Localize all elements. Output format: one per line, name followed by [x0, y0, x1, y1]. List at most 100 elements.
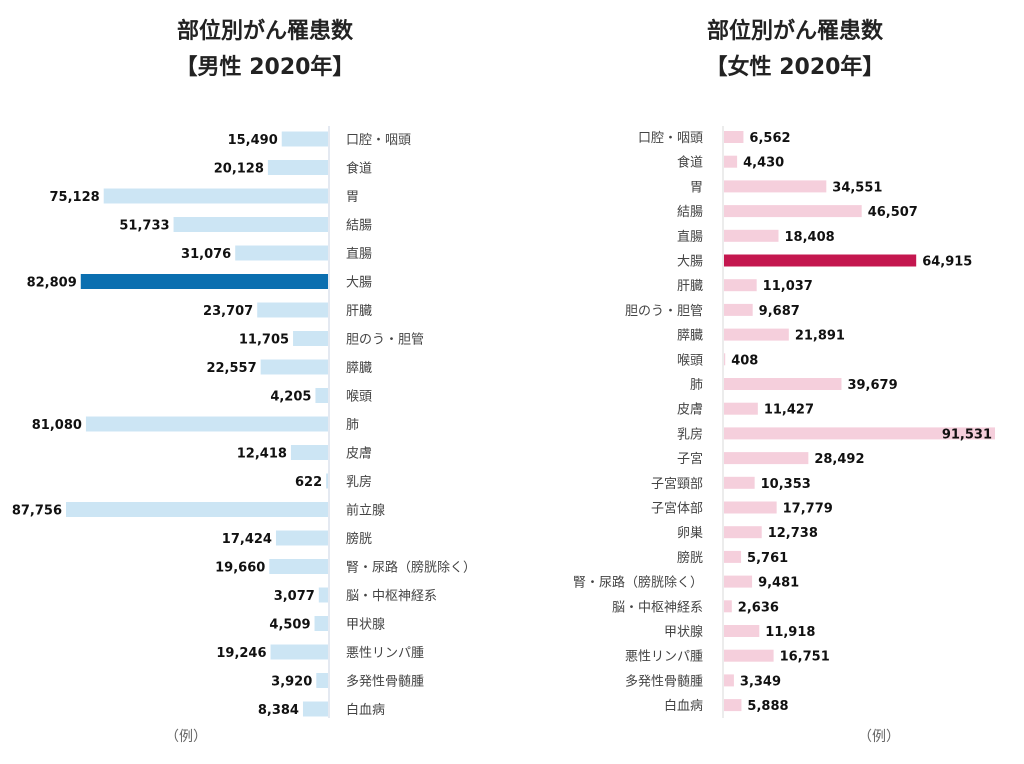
men-bar — [260, 359, 328, 375]
women-chart-title: 部位別がん罹患数 【女性 2020年】 — [630, 14, 960, 86]
men-value-label: 23,707 — [203, 304, 253, 319]
women-value-label: 2,636 — [738, 600, 779, 615]
women-note: （例） — [858, 729, 900, 745]
men-bar — [85, 416, 328, 432]
women-bar — [724, 476, 755, 489]
women-category-label: 子宮 — [677, 451, 703, 467]
men-bar — [314, 616, 328, 631]
women-bar — [724, 526, 762, 539]
men-bar — [318, 587, 328, 603]
women-category-label: 大腸 — [677, 255, 703, 270]
men-bar — [290, 445, 328, 460]
women-bar — [724, 501, 777, 514]
women-bar — [724, 378, 842, 390]
men-value-label: 75,128 — [50, 190, 100, 205]
women-subtitle-line: 【女性 2020年】 — [705, 55, 885, 80]
women-category-label: 膀胱 — [677, 550, 703, 566]
women-value-label: 3,349 — [740, 674, 781, 689]
women-value-label: 4,430 — [743, 156, 784, 171]
women-category-label: 多発性骨髄腫 — [625, 673, 703, 689]
women-bar — [724, 328, 789, 341]
men-value-label: 19,660 — [215, 561, 265, 576]
women-bar — [724, 353, 726, 366]
men-category-label: 乳房 — [346, 474, 372, 490]
women-category-label: 乳房 — [677, 426, 703, 442]
women-value-label: 11,918 — [765, 625, 815, 640]
women-category-label: 悪性リンパ腫 — [625, 649, 703, 665]
women-bar — [724, 303, 753, 316]
women-value-label: 408 — [731, 353, 758, 368]
women-category-label: 脳・中枢神経系 — [612, 600, 703, 615]
men-title-line: 部位別がん罹患数 — [176, 19, 353, 44]
men-bar — [316, 673, 328, 688]
men-bar — [80, 274, 328, 289]
men-bar — [267, 160, 328, 175]
women-value-label: 91,531 — [942, 427, 992, 442]
women-value-label: 10,353 — [761, 477, 811, 492]
women-category-label: 胃 — [690, 180, 703, 195]
women-value-label: 5,761 — [747, 551, 788, 566]
women-category-label: 腎・尿路（膀胱除く） — [573, 575, 703, 591]
women-category-label: 喉頭 — [677, 353, 703, 368]
women-category-label: 肺 — [690, 378, 703, 393]
men-bar — [281, 131, 328, 147]
women-category-label: 子宮体部 — [651, 501, 703, 517]
women-bar — [724, 279, 757, 292]
women-category-label: 口腔・咽頭 — [638, 131, 703, 146]
women-value-label: 34,551 — [832, 180, 882, 195]
men-chart-title: 部位別がん罹患数 【男性 2020年】 — [100, 14, 430, 86]
women-value-label: 39,679 — [847, 378, 897, 393]
men-category-label: 食道 — [346, 161, 372, 177]
women-category-label: 子宮頸部 — [651, 476, 703, 492]
women-category-label: 食道 — [677, 155, 703, 171]
men-bar — [275, 530, 328, 546]
men-value-label: 22,557 — [206, 361, 256, 376]
men-bar — [270, 644, 328, 660]
women-category-label: 結腸 — [677, 205, 703, 220]
men-value-label: 4,509 — [269, 618, 310, 633]
women-value-label: 11,037 — [763, 279, 813, 294]
men-value-label: 17,424 — [222, 532, 272, 547]
women-value-label: 11,427 — [764, 403, 814, 418]
women-value-label: 21,891 — [795, 329, 845, 344]
women-category-label: 直腸 — [677, 230, 703, 245]
men-value-label: 20,128 — [214, 162, 264, 177]
women-category-label: 白血病 — [664, 698, 703, 714]
women-value-label: 5,888 — [747, 699, 788, 714]
men-category-label: 大腸 — [346, 276, 372, 291]
women-category-label: 胆のう・胆管 — [625, 304, 703, 319]
women-bar — [724, 131, 744, 143]
men-note: （例） — [165, 729, 207, 745]
women-bar — [724, 699, 742, 712]
women-value-label: 16,751 — [780, 650, 830, 665]
men-category-label: 肝臓 — [346, 304, 372, 319]
men-bar — [315, 388, 328, 403]
men-category-label: 皮膚 — [346, 446, 372, 462]
women-bar — [724, 649, 774, 662]
men-bar — [257, 302, 328, 318]
men-bar — [66, 502, 328, 517]
men-value-label: 8,384 — [258, 703, 299, 718]
women-value-label: 12,738 — [768, 526, 818, 541]
men-bar — [326, 473, 328, 489]
men-category-label: 喉頭 — [346, 390, 372, 405]
men-subtitle-line: 【男性 2020年】 — [175, 55, 355, 80]
women-bar — [724, 674, 734, 687]
men-category-label: 口腔・咽頭 — [346, 133, 411, 148]
men-category-label: 前立腺 — [346, 503, 385, 519]
women-value-label: 9,481 — [758, 576, 799, 591]
women-value-label: 17,779 — [783, 502, 833, 517]
men-category-label: 胃 — [346, 190, 359, 205]
women-value-label: 28,492 — [814, 452, 864, 467]
men-value-label: 51,733 — [119, 219, 169, 234]
men-bar — [269, 559, 328, 574]
women-value-label: 9,687 — [759, 304, 800, 319]
men-category-label: 結腸 — [346, 219, 372, 234]
men-value-label: 3,077 — [274, 589, 315, 604]
men-value-label: 622 — [295, 475, 322, 490]
men-category-label: 膵臓 — [346, 361, 372, 376]
women-bar — [724, 550, 742, 563]
women-bar — [724, 402, 758, 415]
men-category-label: 膀胱 — [346, 531, 372, 547]
